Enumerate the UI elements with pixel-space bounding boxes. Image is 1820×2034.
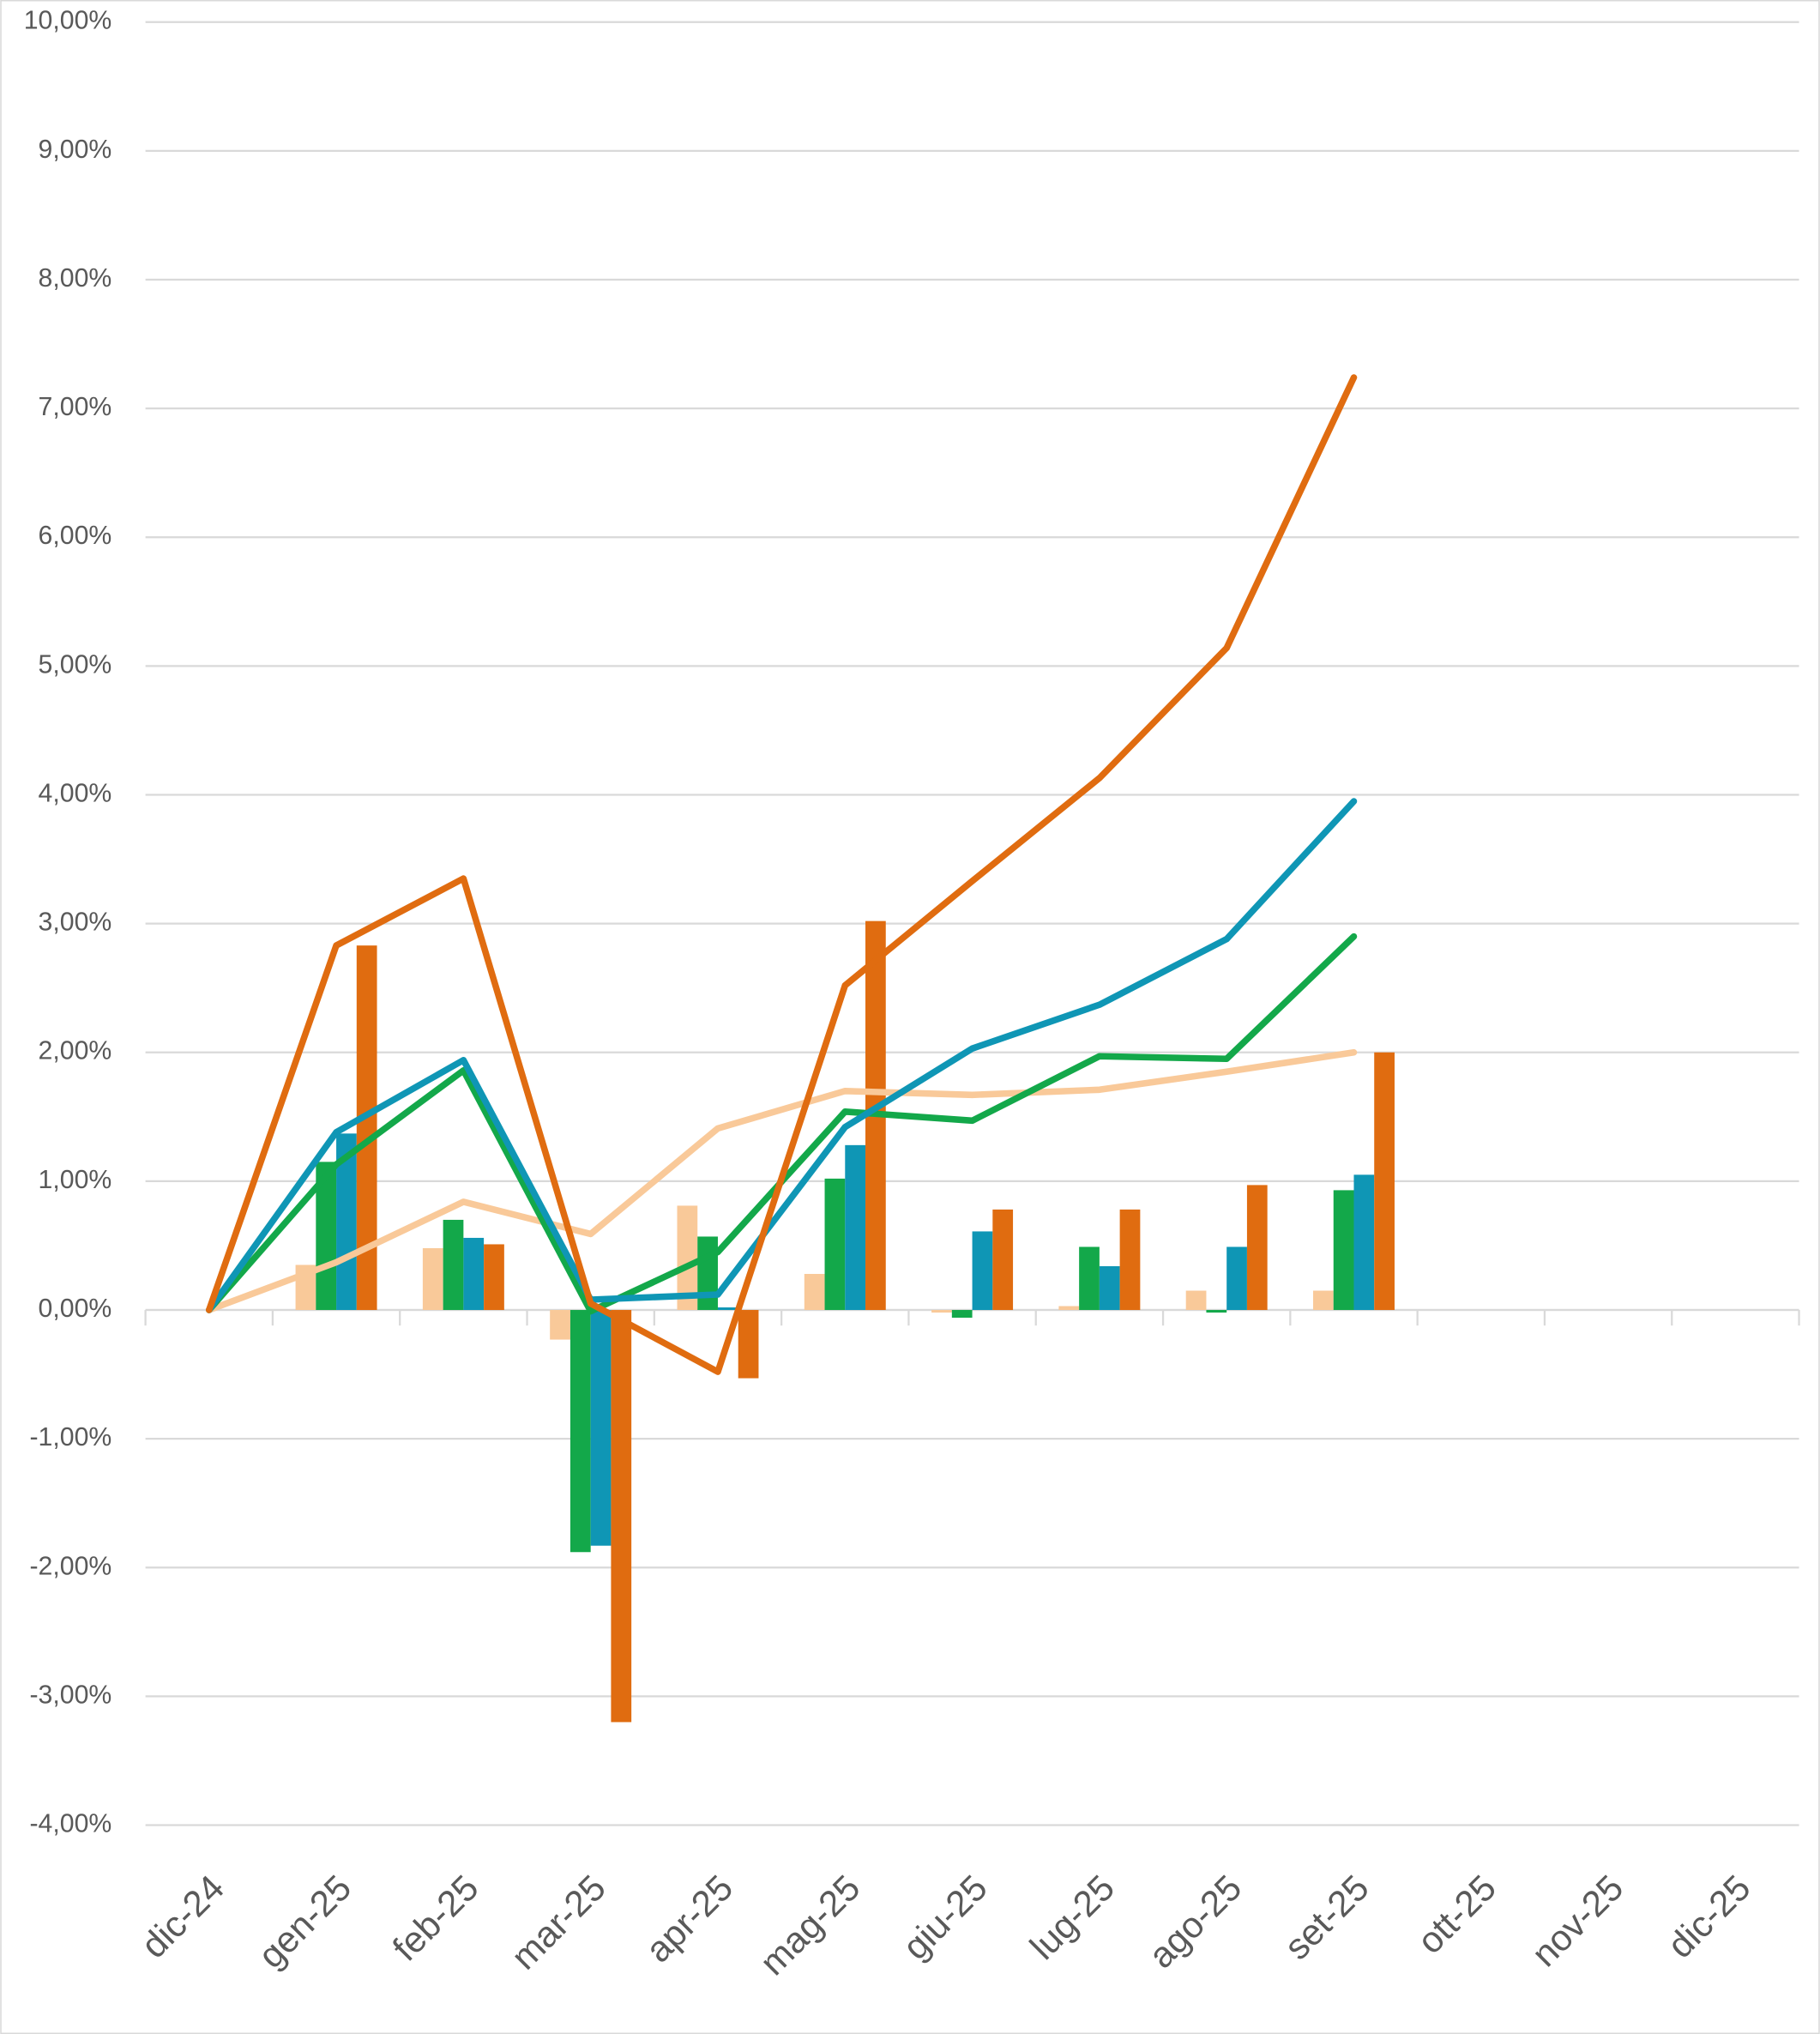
y-tick-label: 1,00%	[39, 1166, 112, 1194]
bar	[697, 1236, 718, 1311]
bar	[1185, 1290, 1207, 1311]
bar	[845, 1144, 866, 1311]
bar	[1206, 1310, 1227, 1313]
bar	[1333, 1190, 1354, 1311]
y-tick-label: 7,00%	[39, 393, 112, 421]
bar	[931, 1310, 952, 1313]
y-tick-label: 5,00%	[39, 650, 112, 679]
bar	[590, 1310, 612, 1546]
bar	[484, 1244, 504, 1311]
bar	[1058, 1306, 1080, 1311]
bar	[1353, 1174, 1375, 1311]
bar	[677, 1205, 698, 1311]
y-tick-label: 6,00%	[39, 522, 112, 550]
bar	[804, 1273, 825, 1311]
bar	[1119, 1209, 1141, 1311]
y-tick-label: 4,00%	[39, 779, 112, 807]
y-tick-label: -4,00%	[29, 1810, 111, 1838]
y-tick-label: -1,00%	[29, 1423, 111, 1452]
bar	[570, 1310, 591, 1553]
bar	[463, 1237, 485, 1311]
line	[205, 1048, 1358, 1313]
y-tick-label: 0,00%	[39, 1295, 112, 1323]
bar	[1099, 1265, 1120, 1311]
bar	[443, 1219, 464, 1311]
y-tick-label: -2,00%	[29, 1552, 111, 1580]
line	[205, 374, 1358, 1375]
y-tick-label: 10,00%	[24, 7, 112, 35]
bar	[972, 1231, 993, 1311]
y-tick-label: -3,00%	[29, 1681, 111, 1709]
bar	[1374, 1052, 1395, 1311]
bar	[717, 1307, 738, 1311]
bar	[1313, 1290, 1334, 1311]
y-tick-label: 2,00%	[39, 1037, 112, 1065]
bar	[336, 1133, 357, 1311]
bar	[611, 1310, 632, 1723]
bar	[1246, 1185, 1268, 1311]
bar	[1226, 1246, 1247, 1311]
bar	[356, 945, 377, 1311]
bar	[1079, 1246, 1100, 1311]
line	[205, 798, 1358, 1313]
y-tick-label: 9,00%	[39, 136, 112, 164]
bar	[951, 1310, 973, 1319]
bar	[316, 1162, 337, 1311]
bar	[550, 1310, 570, 1340]
y-tick-label: 8,00%	[39, 264, 112, 293]
bar	[738, 1310, 759, 1379]
bar	[992, 1209, 1014, 1311]
bar	[824, 1178, 846, 1311]
y-tick-label: 3,00%	[39, 908, 112, 937]
bar	[422, 1247, 443, 1311]
